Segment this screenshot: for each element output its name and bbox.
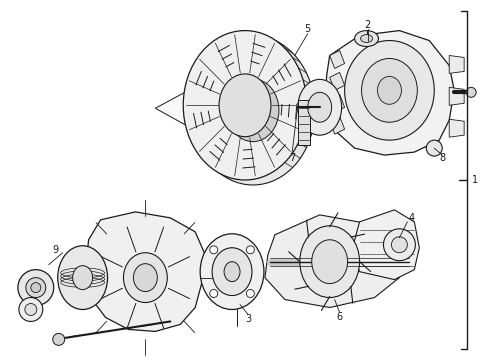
Ellipse shape: [312, 240, 347, 284]
Text: 6: 6: [337, 312, 343, 323]
Circle shape: [392, 237, 407, 253]
Circle shape: [246, 246, 254, 254]
Polygon shape: [325, 31, 454, 155]
Circle shape: [210, 246, 218, 254]
Circle shape: [31, 283, 41, 293]
Circle shape: [210, 289, 218, 297]
Ellipse shape: [361, 35, 372, 42]
Ellipse shape: [123, 253, 167, 302]
Polygon shape: [86, 212, 205, 332]
Text: 7: 7: [289, 153, 295, 163]
Text: 4: 4: [408, 213, 415, 223]
Text: 2: 2: [365, 19, 370, 30]
Polygon shape: [449, 119, 464, 137]
Polygon shape: [449, 55, 464, 73]
Text: 8: 8: [439, 153, 445, 163]
Ellipse shape: [212, 248, 252, 296]
Polygon shape: [330, 116, 344, 134]
Circle shape: [246, 289, 254, 297]
Circle shape: [384, 229, 416, 261]
Circle shape: [26, 278, 46, 298]
Ellipse shape: [224, 262, 240, 282]
Ellipse shape: [355, 31, 378, 46]
Ellipse shape: [200, 234, 264, 310]
Ellipse shape: [183, 31, 307, 180]
Ellipse shape: [73, 266, 93, 289]
Polygon shape: [155, 62, 310, 155]
Polygon shape: [298, 100, 310, 145]
Text: 3: 3: [245, 314, 251, 324]
Ellipse shape: [58, 246, 107, 310]
Circle shape: [18, 270, 54, 306]
Circle shape: [19, 298, 43, 321]
Ellipse shape: [344, 41, 434, 140]
Ellipse shape: [227, 79, 279, 141]
Ellipse shape: [308, 92, 332, 122]
Polygon shape: [352, 210, 419, 280]
Polygon shape: [265, 215, 404, 307]
Text: 5: 5: [305, 24, 311, 33]
Polygon shape: [449, 87, 464, 105]
Circle shape: [53, 333, 65, 345]
Polygon shape: [330, 94, 344, 112]
Circle shape: [426, 140, 442, 156]
Ellipse shape: [133, 264, 157, 292]
Ellipse shape: [377, 76, 401, 104]
Polygon shape: [330, 72, 344, 90]
Circle shape: [466, 87, 476, 97]
Ellipse shape: [362, 58, 417, 122]
Ellipse shape: [300, 226, 360, 298]
Ellipse shape: [298, 80, 342, 135]
Circle shape: [25, 303, 37, 315]
Ellipse shape: [219, 74, 271, 137]
Text: 9: 9: [52, 245, 59, 255]
Polygon shape: [330, 50, 344, 68]
Ellipse shape: [191, 36, 315, 185]
Text: 1: 1: [472, 175, 478, 185]
